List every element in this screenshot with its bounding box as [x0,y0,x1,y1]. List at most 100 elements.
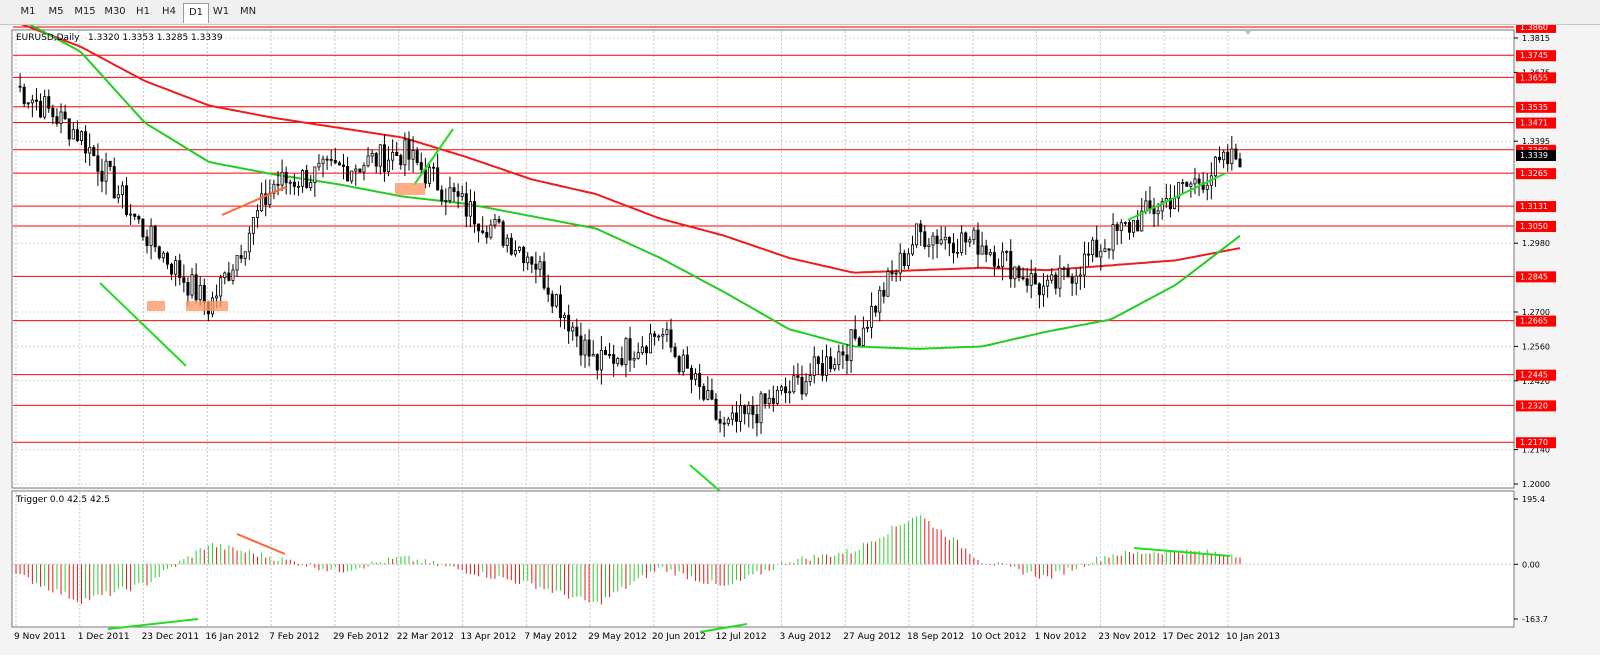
candle-body [747,405,751,415]
candle [481,216,485,235]
candle-body [100,170,104,182]
candle [231,264,235,285]
candle [649,323,653,354]
candle [1140,198,1144,232]
candle [759,391,763,434]
candle [767,389,771,409]
candle-body [411,150,415,160]
indicator-trendline-orange [236,533,286,555]
candle-body [1037,283,1041,296]
timeframe-d1[interactable]: D1 [183,3,209,23]
candle [743,404,747,425]
candle-body [976,229,980,255]
candle [583,334,587,368]
candle [1025,267,1029,293]
price-tick-label: 1.2700 [1522,308,1550,317]
candle-body [726,418,730,424]
candle [1042,273,1046,307]
timeframe-m15[interactable]: M15 [74,6,96,17]
candlesticks [18,73,1242,437]
candle-body [996,265,1000,268]
candle-body [718,418,722,424]
candle [849,329,853,373]
level-price-label: 1.3745 [1520,51,1548,60]
candle-body [1054,274,1058,289]
candle-body [1107,248,1111,251]
timeframe-m5[interactable]: M5 [48,6,64,17]
timeframe-h4[interactable]: H4 [162,6,176,17]
candle-body [861,327,865,346]
candle [96,143,100,186]
shift-marker-icon[interactable] [1244,30,1252,35]
candle [755,404,759,437]
candle [964,231,968,255]
candle-body [329,158,333,161]
candle [403,132,407,177]
candle [956,238,960,258]
candle-body [603,349,607,355]
candle-body [628,338,632,361]
candle-body [407,139,411,160]
level-price-label: 1.3471 [1520,119,1548,128]
candle [718,410,722,433]
candle-body [960,232,964,253]
date-axis: 9 Nov 2011 1 Dec 2011 23 Dec 2011 16 Jan 20… [14,632,1280,642]
candle-body [1173,197,1177,210]
candle-body [1226,151,1230,165]
level-price-tag [1516,369,1556,381]
candle-body [841,351,845,356]
candle [288,179,292,195]
candle [599,335,603,385]
candle-body [472,201,476,225]
candle-body [96,155,100,172]
trendline-green [99,282,187,367]
timeframe-w1[interactable]: W1 [212,6,230,17]
candle-body [882,289,886,297]
candle-body [583,339,587,356]
candle [870,292,874,339]
candle [603,346,607,356]
candle [399,153,403,170]
resistance-support-levels [13,26,1514,443]
candle-body [497,218,501,223]
timeframe-m1[interactable]: M1 [20,6,36,17]
candle [1205,173,1209,201]
candle-body [612,354,616,364]
candle-body [362,165,366,173]
candle [1115,221,1119,245]
candle-body [317,162,321,168]
candle [370,149,374,163]
candle-body [890,271,894,275]
candle [558,285,562,328]
candle [1095,225,1099,258]
date-tick-label: 20 Jun 2012 [652,632,706,642]
candle-body [829,356,833,370]
timeframe-mn[interactable]: MN [239,6,257,17]
candle-body [67,118,71,140]
candle-body [1087,253,1091,256]
candle-body [796,375,800,378]
candle-body [894,272,898,275]
candle [538,255,542,277]
candle [182,264,186,293]
candle [513,240,517,257]
timeframe-m30[interactable]: M30 [104,6,126,17]
level-price-label: 1.2665 [1520,317,1548,326]
candle [509,233,513,256]
trigger-histogram [15,515,1241,605]
candle-body [1160,201,1164,212]
candle [419,152,423,174]
candle [407,131,411,171]
candle-body [350,170,354,182]
candle-body [530,256,534,265]
candle-body [1042,285,1046,296]
candle-body [75,129,79,141]
trendline-green [1127,172,1227,221]
timeframe-h1[interactable]: H1 [136,6,150,17]
candle [1058,255,1062,298]
candle [522,245,526,272]
candle-body [280,171,284,186]
trendline-green [413,128,454,186]
candle [730,405,734,426]
candle-body [911,244,915,255]
